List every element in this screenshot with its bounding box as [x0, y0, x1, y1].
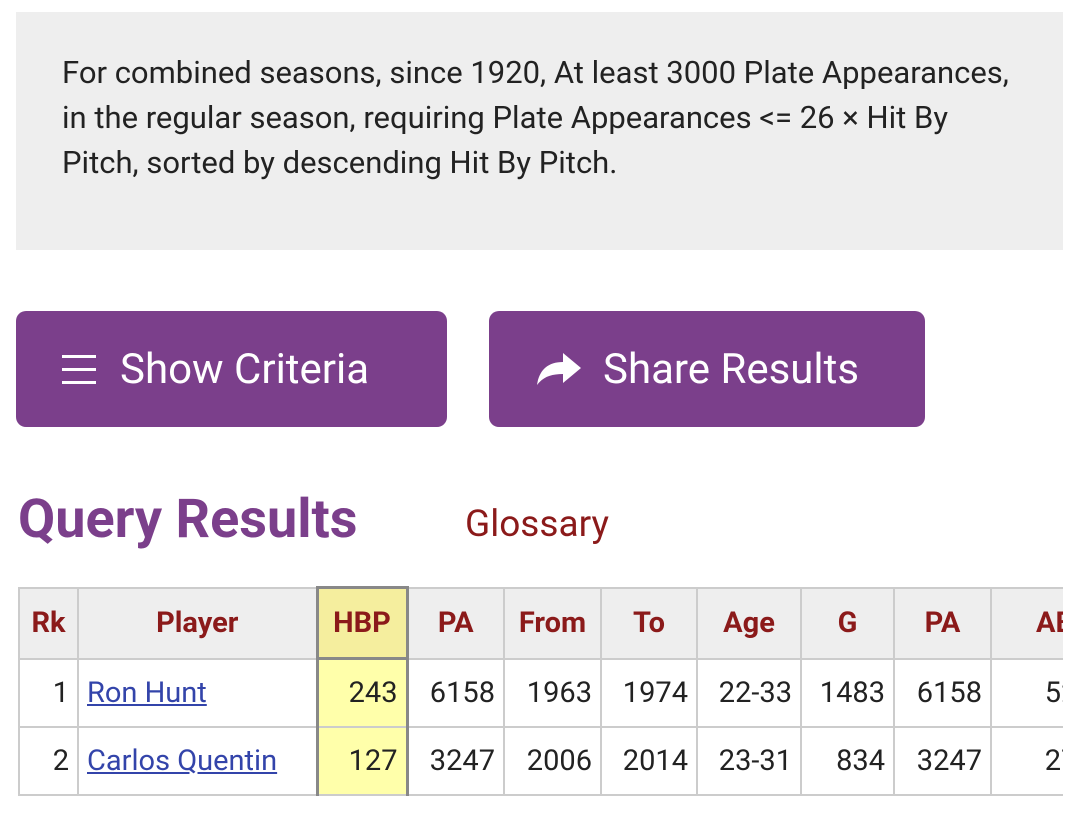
column-header: PA	[893, 586, 992, 660]
table-cell: 3247	[893, 726, 992, 796]
table-cell: 1	[18, 657, 79, 728]
column-header: To	[600, 586, 698, 660]
table-cell: 23-31	[696, 726, 802, 796]
table-cell: 22-33	[696, 657, 802, 728]
button-label: Share Results	[603, 344, 860, 394]
table-cell: 2790	[990, 726, 1063, 796]
table-cell: 6158	[406, 657, 505, 728]
player-cell: Ron Hunt	[77, 657, 318, 728]
share-results-button[interactable]: Share Results	[489, 311, 925, 427]
column-header: Rk	[18, 586, 79, 660]
results-heading: Query Results	[18, 488, 358, 551]
player-cell: Carlos Quentin	[77, 726, 318, 796]
table-cell: 2	[18, 726, 79, 796]
table-cell: 3247	[406, 726, 505, 796]
column-header: HBP	[315, 586, 409, 660]
player-link[interactable]: Carlos Quentin	[87, 744, 278, 778]
show-criteria-button[interactable]: Show Criteria	[16, 311, 447, 427]
table-cell: 5235	[990, 657, 1063, 728]
share-icon	[537, 353, 581, 385]
table-row: 2 Carlos Quentin 127 3247 2006 2014 23-31 834 32…	[18, 726, 1063, 796]
column-header: AB	[990, 586, 1063, 660]
table-cell: 1963	[503, 657, 602, 728]
table-cell: 2014	[600, 726, 698, 796]
button-label: Show Criteria	[120, 344, 370, 394]
column-header: From	[503, 586, 602, 660]
table-cell: 243	[315, 657, 409, 728]
column-header: Player	[77, 586, 318, 660]
menu-icon	[62, 355, 96, 384]
table-cell: 6158	[893, 657, 992, 728]
query-description: For combined seasons, since 1920, At lea…	[16, 12, 1063, 250]
table-cell: 1974	[600, 657, 698, 728]
glossary-link[interactable]: Glossary	[465, 503, 609, 546]
column-header: Age	[696, 586, 802, 660]
player-link[interactable]: Ron Hunt	[87, 675, 207, 710]
table-cell: 1483	[800, 657, 895, 728]
column-header: G	[800, 586, 895, 660]
table-cell: 2006	[503, 726, 602, 796]
table-cell: 127	[315, 726, 409, 796]
header-row: RkPlayerHBPPAFromToAgeGPAAB	[18, 586, 1063, 660]
column-header: PA	[406, 586, 505, 660]
table-cell: 834	[800, 726, 895, 796]
